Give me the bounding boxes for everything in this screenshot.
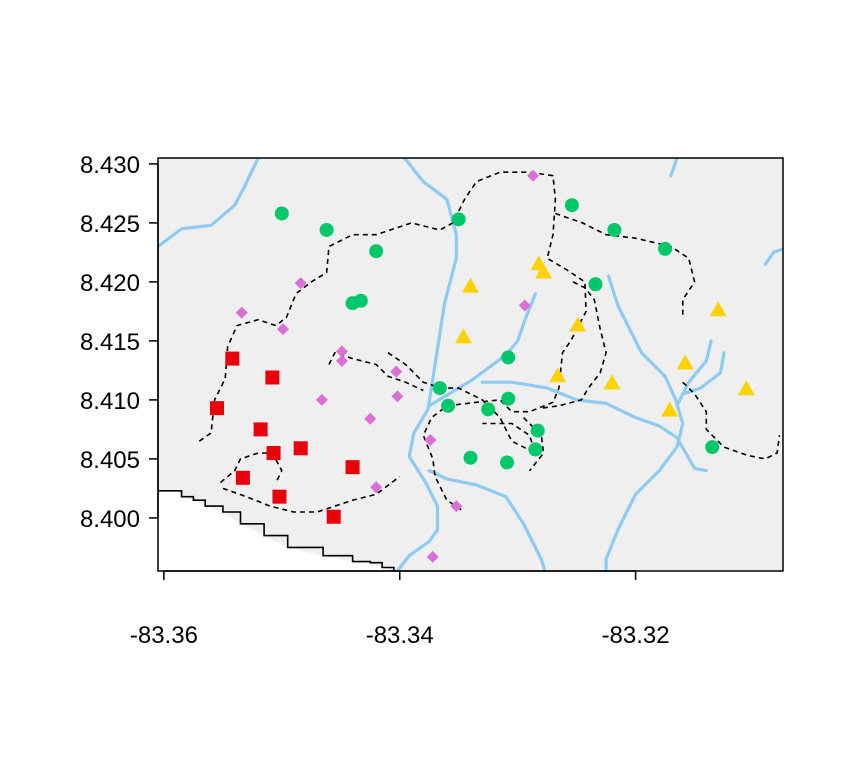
coastline-boundary (158, 490, 395, 571)
square-marker (253, 422, 268, 437)
diamond-marker (364, 412, 377, 425)
diamond-marker (390, 365, 403, 378)
triangle-marker (462, 277, 479, 293)
circle-marker (432, 381, 447, 396)
trail-line (541, 281, 607, 409)
circle-marker (463, 450, 478, 465)
circle-marker (481, 402, 496, 417)
diamond-marker (426, 550, 439, 563)
y-tick-label: 8.425 (80, 211, 140, 238)
circle-marker (658, 241, 673, 256)
y-tick-label: 8.430 (80, 152, 140, 179)
diamond-marker (370, 481, 383, 494)
diamond-marker (518, 299, 531, 312)
trail-line (198, 171, 587, 513)
triangle-marker (603, 374, 621, 390)
river-line (763, 247, 783, 266)
y-tick-label: 8.415 (80, 329, 140, 356)
circle-marker (319, 222, 334, 237)
river-line (669, 158, 679, 178)
x-tick-label: -83.34 (366, 622, 434, 649)
river-network (158, 158, 783, 571)
circle-marker (353, 293, 368, 308)
diamond-marker (424, 434, 437, 447)
circle-marker (500, 455, 515, 470)
x-axis: -83.36 -83.34 -83.32 (130, 570, 670, 649)
diamond-marker (335, 354, 348, 367)
river-line (480, 380, 708, 473)
river-line (395, 158, 458, 571)
y-tick-label: 8.400 (80, 506, 140, 533)
square-marker (225, 351, 240, 366)
triangle-marker (454, 328, 472, 344)
circle-marker (441, 398, 456, 413)
triangle-marker (549, 367, 567, 383)
square-marker (265, 370, 280, 385)
square-marker (209, 401, 224, 416)
circle-marker (705, 440, 720, 455)
land-area (158, 158, 783, 571)
circle-marker (369, 244, 384, 259)
square-marker (266, 446, 281, 460)
y-tick-label: 8.420 (80, 270, 140, 297)
circle-marker (607, 222, 622, 237)
circle-marker (588, 277, 603, 292)
diamond-marker (527, 169, 539, 182)
circle-marker (501, 350, 516, 365)
river-line (427, 469, 547, 571)
square-marker (345, 460, 360, 475)
diamond-marker (235, 306, 248, 319)
trail-line (219, 452, 283, 484)
y-axis: 8.400 8.405 8.410 8.415 8.420 8.425 8.430 (80, 152, 159, 533)
square-marker (293, 441, 308, 456)
triangle-marker (737, 380, 755, 396)
y-tick-label: 8.405 (80, 447, 140, 474)
circle-marker (451, 212, 466, 227)
circle-marker (528, 442, 543, 457)
site-markers (209, 169, 755, 563)
square-marker (326, 509, 341, 524)
river-line (158, 158, 260, 249)
x-tick-label: -83.36 (130, 622, 198, 649)
circle-marker (501, 391, 516, 406)
diamond-marker (450, 500, 463, 513)
square-marker (272, 489, 287, 504)
triangle-marker (661, 401, 679, 417)
triangle-marker (676, 354, 694, 370)
triangle-marker (569, 316, 587, 332)
triangle-marker (535, 263, 553, 279)
x-tick-label: -83.32 (602, 622, 670, 649)
diamond-marker (294, 277, 307, 290)
triangle-marker (709, 301, 727, 317)
circle-marker (530, 423, 545, 438)
diamond-marker (277, 323, 289, 336)
circle-marker (274, 206, 289, 221)
diamond-marker (335, 345, 348, 358)
diamond-marker (391, 390, 404, 403)
river-line (604, 274, 685, 571)
diamond-marker (315, 393, 328, 406)
y-tick-label: 8.410 (80, 388, 140, 415)
river-line (427, 292, 537, 408)
circle-marker (564, 198, 579, 213)
trail-line (328, 351, 424, 392)
square-marker (235, 470, 250, 485)
